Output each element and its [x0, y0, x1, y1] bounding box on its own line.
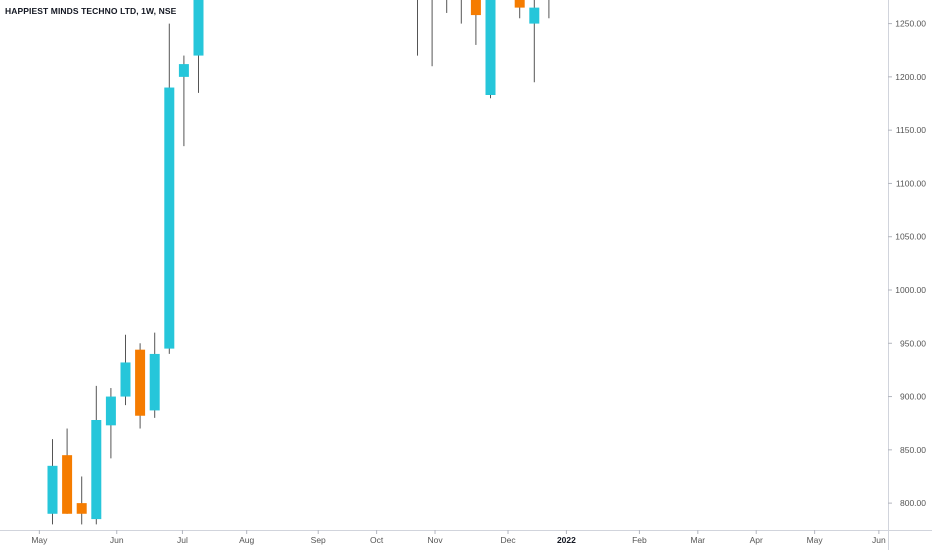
- candle-body[interactable]: [514, 0, 525, 8]
- x-tick-label: May: [807, 535, 824, 545]
- x-tick-label: Jul: [177, 535, 188, 545]
- x-tick-label: May: [31, 535, 48, 545]
- y-tick-label: 1100.00: [896, 178, 926, 188]
- candle-body[interactable]: [470, 0, 481, 16]
- y-tick-label: 1200.00: [895, 72, 926, 82]
- candle-body[interactable]: [149, 353, 160, 411]
- candle-body[interactable]: [105, 396, 116, 426]
- x-tick-label: Aug: [239, 535, 254, 545]
- candles-group: [47, 0, 550, 525]
- candle-body[interactable]: [62, 455, 73, 514]
- y-tick-label: 900.00: [900, 392, 926, 402]
- candle-body[interactable]: [135, 349, 146, 416]
- chart-title: HAPPIEST MINDS TECHNO LTD, 1W, NSE: [5, 6, 177, 16]
- candle-body[interactable]: [178, 64, 189, 77]
- x-tick-label: Oct: [370, 535, 384, 545]
- candle-body[interactable]: [164, 87, 175, 349]
- y-tick-label: 850.00: [900, 445, 926, 455]
- candle-body[interactable]: [529, 7, 540, 24]
- y-tick-label: 1150.00: [896, 125, 926, 135]
- x-tick-label: Nov: [427, 535, 443, 545]
- x-tick-label: Apr: [750, 535, 763, 545]
- candle-body[interactable]: [47, 465, 58, 514]
- x-tick-label: Sep: [311, 535, 326, 545]
- x-tick-label: Mar: [690, 535, 705, 545]
- y-tick-label: 1000.00: [895, 285, 926, 295]
- candle-body[interactable]: [193, 0, 204, 56]
- x-tick-label: Dec: [500, 535, 516, 545]
- y-tick-label: 1050.00: [895, 232, 926, 242]
- x-tick-label: Jun: [872, 535, 886, 545]
- candle-body[interactable]: [120, 362, 131, 397]
- y-tick-label: 1250.00: [895, 19, 926, 29]
- y-tick-label: 800.00: [900, 498, 926, 508]
- x-tick-label: 2022: [557, 535, 576, 545]
- x-tick-label: Jun: [110, 535, 124, 545]
- x-tick-label: Feb: [632, 535, 647, 545]
- y-tick-label: 950.00: [900, 338, 926, 348]
- candle-body[interactable]: [76, 503, 87, 514]
- candle-body[interactable]: [91, 420, 102, 520]
- candle-body[interactable]: [485, 0, 496, 95]
